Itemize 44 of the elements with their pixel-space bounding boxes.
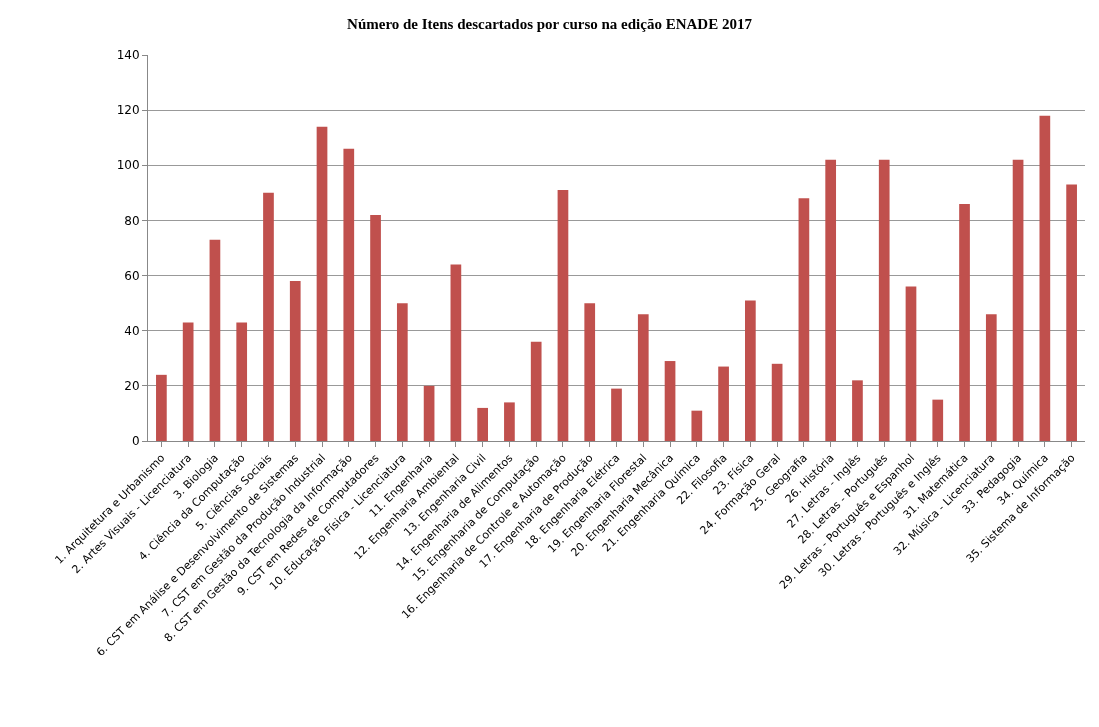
y-tick-label: 140 <box>116 48 140 63</box>
bar <box>423 385 435 441</box>
bar <box>209 239 221 441</box>
bar <box>557 190 569 441</box>
bar <box>1066 184 1077 441</box>
y-tick-label: 80 <box>124 213 140 228</box>
bar <box>718 366 729 441</box>
bar <box>745 300 756 441</box>
bar <box>637 314 649 441</box>
bar <box>156 374 167 441</box>
bar <box>985 314 997 441</box>
chart-title: Número de Itens descartados por curso na edição ENADE 2017 <box>347 15 753 32</box>
bar <box>771 363 783 441</box>
bar <box>664 361 676 441</box>
bar <box>825 159 837 441</box>
y-tick-label: 60 <box>124 268 140 283</box>
bar <box>584 303 596 441</box>
y-tick-label: 0 <box>131 434 140 449</box>
bar <box>236 322 248 441</box>
bar <box>691 410 703 441</box>
bar <box>182 322 194 441</box>
y-tick-label: 40 <box>124 323 140 338</box>
y-tick-label: 100 <box>116 158 140 173</box>
bar <box>263 192 274 441</box>
bar <box>611 388 622 441</box>
y-tick-label: 20 <box>124 379 140 394</box>
bar <box>530 341 542 441</box>
bar <box>370 214 381 441</box>
bar <box>450 264 462 441</box>
bar <box>959 203 970 441</box>
bar <box>1012 159 1024 441</box>
bar <box>932 399 944 441</box>
bar <box>798 198 810 441</box>
bar <box>289 281 301 441</box>
bar <box>504 402 515 441</box>
bar <box>477 407 488 441</box>
bar <box>1039 115 1051 441</box>
bar <box>316 126 328 441</box>
bar <box>343 148 355 441</box>
bar <box>905 286 917 441</box>
bar <box>852 380 863 441</box>
bar <box>396 303 408 441</box>
bar <box>878 159 890 441</box>
y-tick-label: 120 <box>116 103 140 118</box>
